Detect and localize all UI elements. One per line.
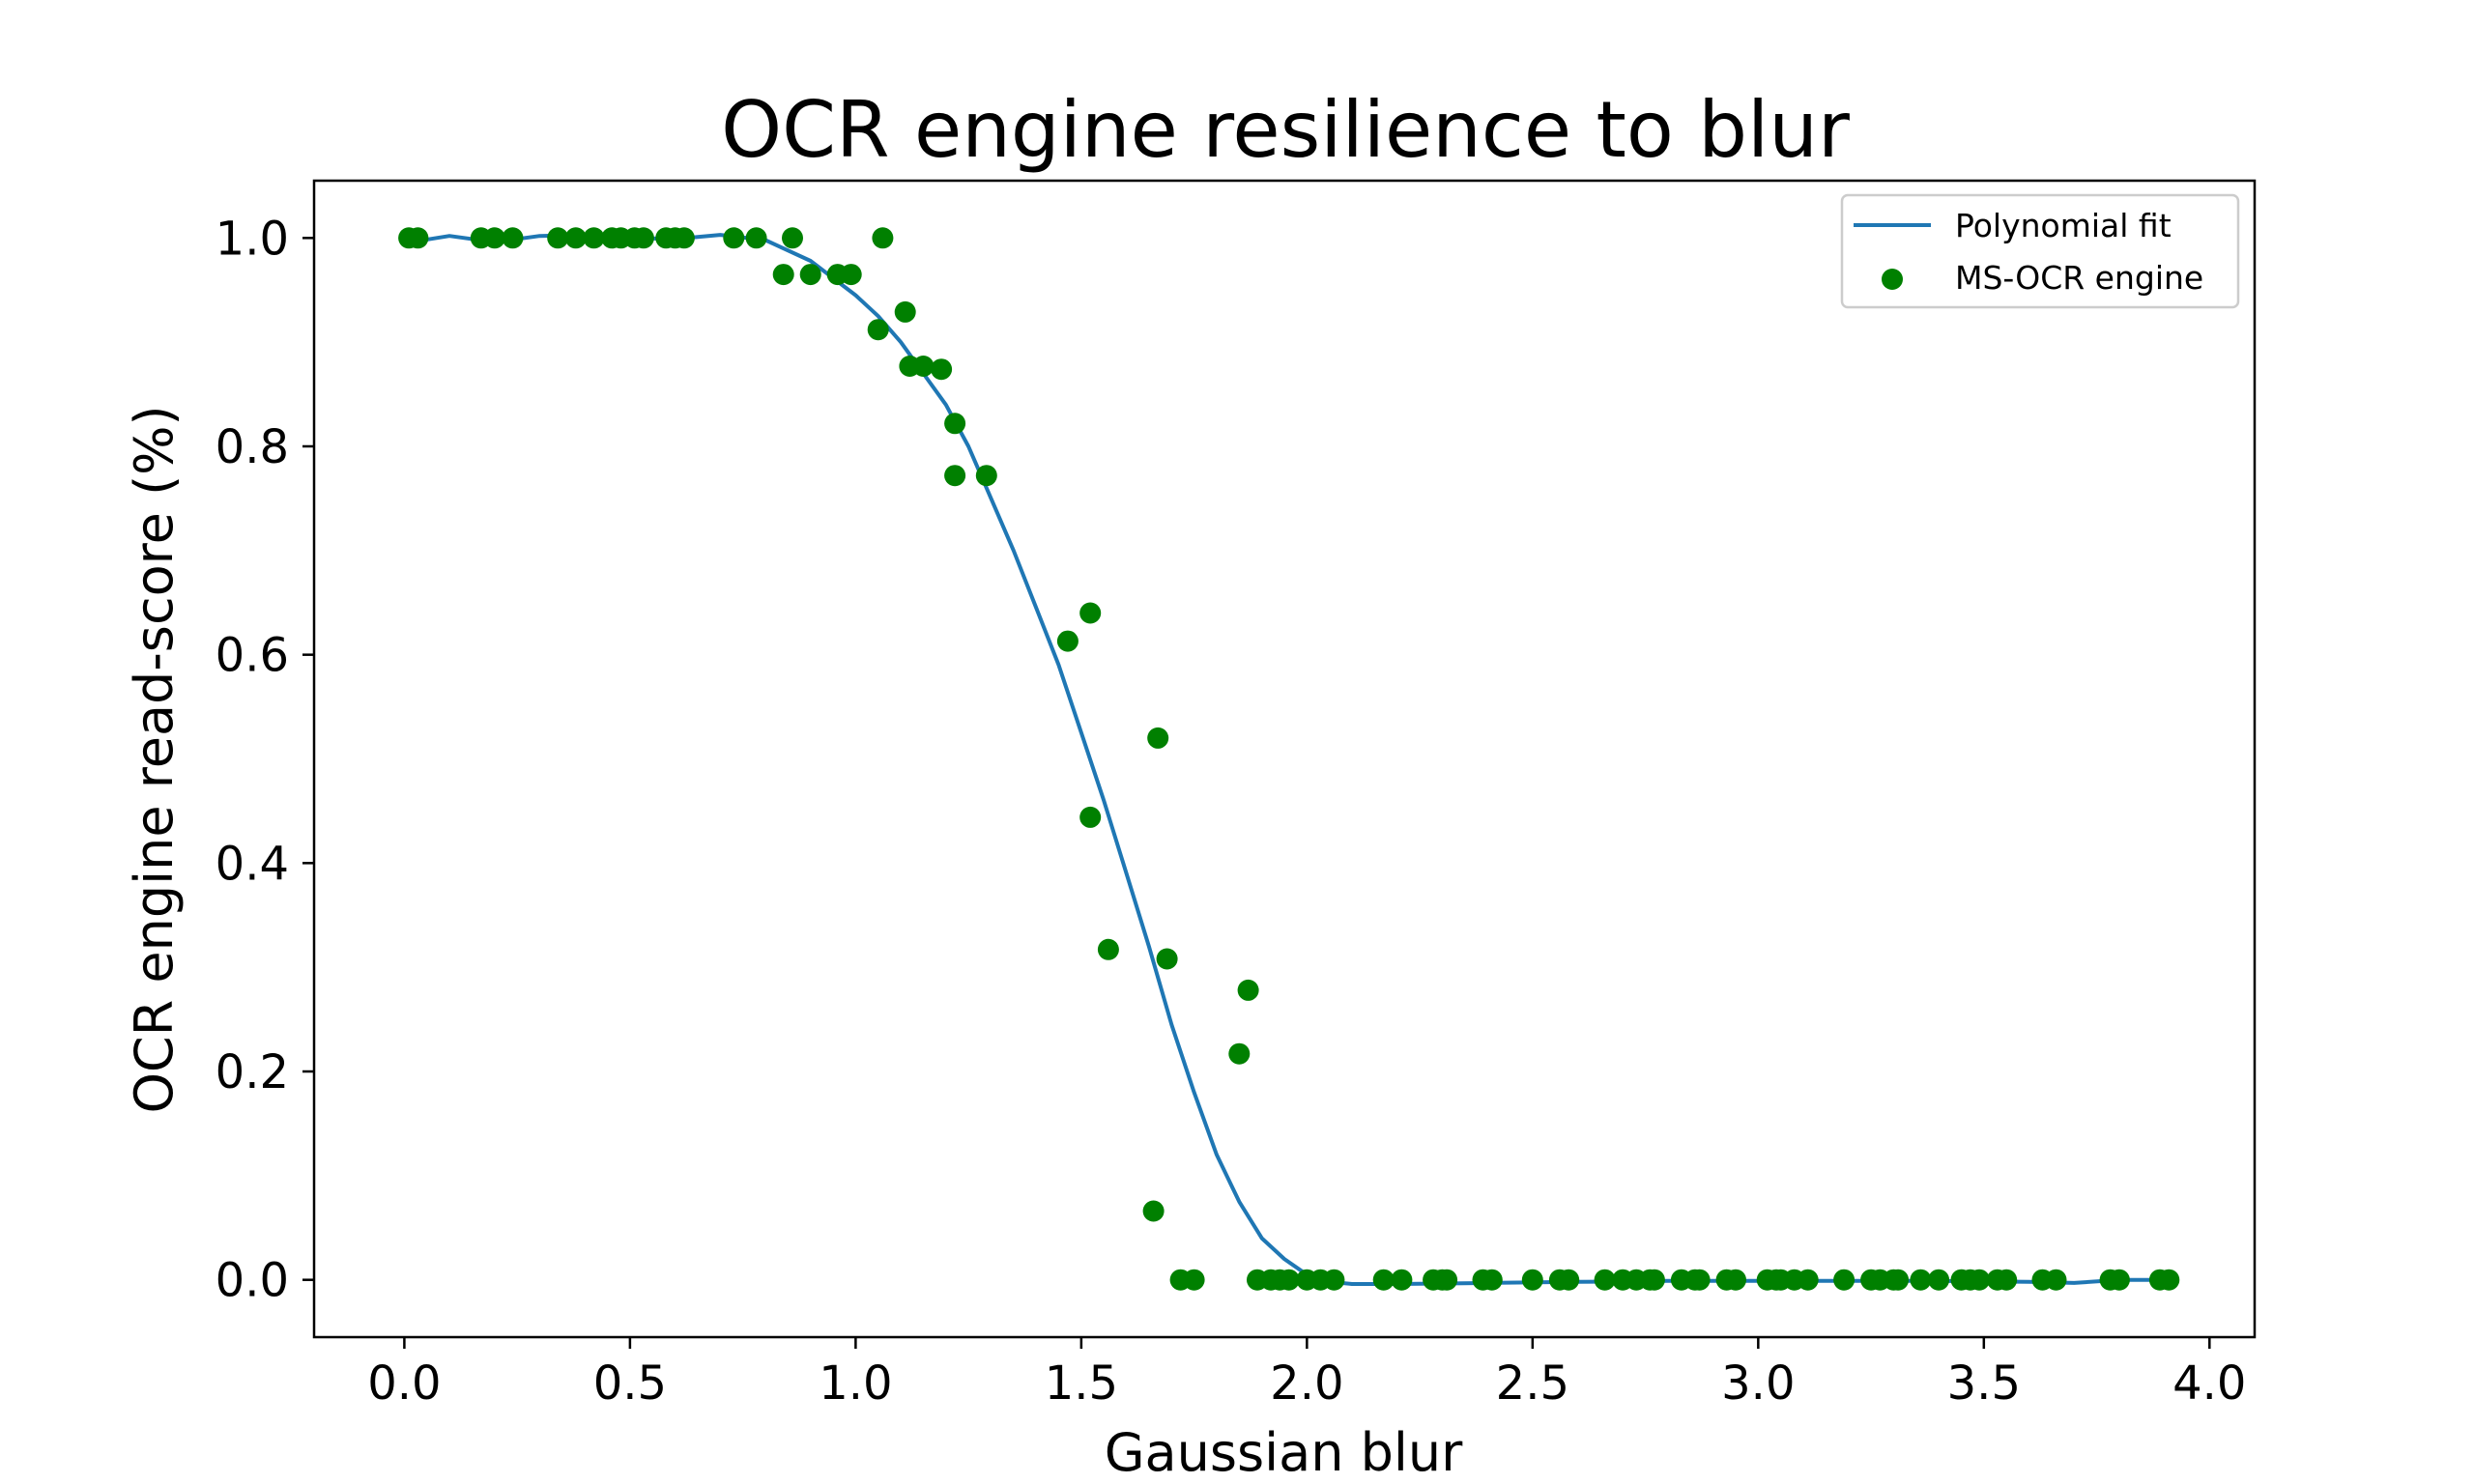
scatter-point	[867, 319, 889, 341]
scatter-point	[1147, 727, 1169, 749]
y-tick-label: 0.6	[216, 629, 289, 683]
scatter-point	[1996, 1269, 2018, 1291]
legend: Polynomial fit MS-OCR engine	[1840, 193, 2240, 309]
y-tick-label: 0.2	[216, 1045, 289, 1099]
scatter-point	[1797, 1269, 1819, 1291]
y-tick-label: 0.4	[216, 837, 289, 891]
plot-area	[312, 179, 2257, 1339]
x-tick-label: 1.5	[1045, 1356, 1118, 1411]
y-tick-label: 0.8	[216, 420, 289, 474]
scatter-point	[723, 227, 745, 249]
scatter-point	[1079, 806, 1102, 828]
scatter-points-layer	[398, 227, 2180, 1291]
scatter-point	[1142, 1200, 1165, 1222]
scatter-point	[407, 227, 429, 249]
scatter-point	[1833, 1269, 1856, 1291]
scatter-point	[2045, 1269, 2067, 1291]
x-tick-label: 0.5	[593, 1356, 667, 1411]
x-axis-label: Gaussian blur	[1105, 1422, 1463, 1483]
scatter-point	[1558, 1269, 1580, 1291]
scatter-point	[1594, 1269, 1616, 1291]
scatter-point	[1056, 630, 1079, 652]
scatter-point	[632, 227, 654, 249]
scatter-point	[1228, 1042, 1251, 1065]
x-tick-label: 2.5	[1496, 1356, 1569, 1411]
chart-title: OCR engine resilience to blur	[721, 85, 1850, 175]
scatter-point	[502, 227, 524, 249]
plot-frame	[312, 179, 2257, 1339]
legend-label-fit: Polynomial fit	[1955, 207, 2172, 244]
x-tick-label: 1.0	[819, 1356, 892, 1411]
scatter-point	[1156, 948, 1178, 970]
scatter-point	[1372, 1269, 1395, 1291]
scatter-point	[799, 264, 821, 286]
scatter-point	[745, 227, 767, 249]
x-tick-label: 3.0	[1721, 1356, 1795, 1411]
y-tick-label: 1.0	[216, 212, 289, 266]
scatter-point	[1725, 1269, 1746, 1291]
scatter-point	[1643, 1269, 1665, 1291]
scatter-point	[840, 264, 862, 286]
scatter-point	[1391, 1269, 1413, 1291]
scatter-point	[944, 465, 966, 487]
scatter-point	[547, 227, 569, 249]
scatter-point	[1910, 1269, 1932, 1291]
y-tick-label: 0.0	[216, 1254, 289, 1308]
x-axis-ticks: 0.0 0.5 1.0 1.5 2.0 2.5 3.0 3.5 4.0	[367, 1337, 2246, 1411]
scatter-point	[1436, 1269, 1458, 1291]
scatter-point	[975, 465, 997, 487]
legend-box	[1840, 193, 2240, 309]
x-tick-label: 3.5	[1947, 1356, 2021, 1411]
scatter-point	[2108, 1269, 2130, 1291]
scatter-point	[673, 227, 695, 249]
x-tick-label: 4.0	[2172, 1356, 2246, 1411]
scatter-point	[772, 264, 794, 286]
scatter-point	[1278, 1269, 1300, 1291]
scatter-point	[872, 227, 894, 249]
scatter-point	[1323, 1269, 1345, 1291]
legend-point-swatch	[1882, 269, 1903, 290]
scatter-point	[1097, 938, 1119, 960]
scatter-point	[583, 227, 605, 249]
scatter-point	[1928, 1269, 1950, 1291]
scatter-point	[931, 358, 953, 381]
scatter-point	[1688, 1269, 1711, 1291]
scatter-point	[1969, 1269, 1991, 1291]
scatter-point	[564, 227, 587, 249]
x-tick-label: 0.0	[367, 1356, 441, 1411]
scatter-point	[894, 300, 916, 323]
y-axis-label: OCR engine read-score (%)	[124, 405, 185, 1113]
scatter-point	[483, 227, 505, 249]
y-axis-ticks: 0.0 0.2 0.4 0.6 0.8 1.0	[216, 212, 314, 1308]
scatter-point	[1183, 1269, 1205, 1291]
scatter-point	[1887, 1269, 1910, 1291]
scatter-point	[1481, 1269, 1503, 1291]
x-tick-label: 2.0	[1270, 1356, 1343, 1411]
scatter-point	[912, 356, 935, 377]
scatter-point	[782, 227, 803, 249]
scatter-point	[1079, 602, 1102, 624]
scatter-point	[2158, 1269, 2180, 1291]
scatter-point	[944, 413, 966, 435]
scatter-point	[1521, 1269, 1543, 1291]
legend-label-engine: MS-OCR engine	[1955, 259, 2203, 297]
scatter-point	[1237, 979, 1259, 1001]
